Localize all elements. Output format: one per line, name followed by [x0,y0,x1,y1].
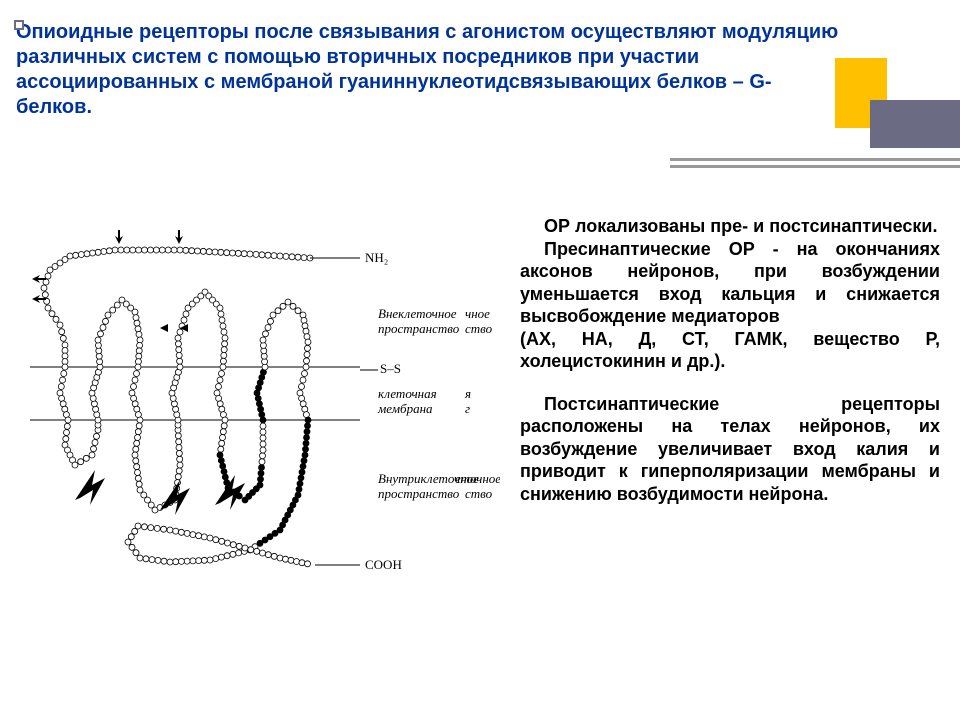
receptor-svg: NH₂ Внеклеточное пространство чное ство … [20,230,500,600]
decoration-dark [870,100,960,148]
para-4: Постсинаптические рецепторы расположены … [520,393,940,506]
decoration-line1 [670,158,960,161]
receptor-diagram: NH₂ Внеклеточное пространство чное ство … [20,230,500,600]
label-extracellular-dup: чное [465,306,490,321]
spacer [520,373,940,393]
label-membrane2-dup: г [465,401,470,416]
label-cooh: COOH [365,557,402,572]
bullet-icon [14,20,24,30]
label-membrane: клеточная [378,386,437,401]
label-nh2: NH₂ [365,250,388,265]
diagram-labels: NH₂ Внеклеточное пространство чное ство … [310,250,500,572]
para-2: Пресинаптические ОР - на окончаниях аксо… [520,238,940,328]
label-intracellular-dup: еточное [455,471,500,486]
label-extracellular2: пространство [378,321,460,336]
text-column: ОР локализованы пре- и постсинаптически.… [520,215,940,505]
label-extracellular: Внеклеточное [378,306,457,321]
title-block: Опиоидные рецепторы после связывания с а… [14,20,840,120]
label-membrane-dup: я [464,386,471,401]
label-ss: S–S [380,361,401,376]
bead-chain [41,247,313,567]
decoration-line2 [670,165,960,168]
label-membrane2: мембрана [377,401,433,416]
label-extracellular2-dup: ство [465,321,493,336]
title-lead: Опиоидные рецепторы [16,21,254,43]
label-intracellular2: пространство [378,486,460,501]
para-1: ОР локализованы пре- и постсинаптически. [520,215,940,238]
label-intracellular2-dup: ство [465,486,493,501]
para-3: (АХ, НА, Д, СТ, ГАМК, вещество Р, холеци… [520,328,940,373]
